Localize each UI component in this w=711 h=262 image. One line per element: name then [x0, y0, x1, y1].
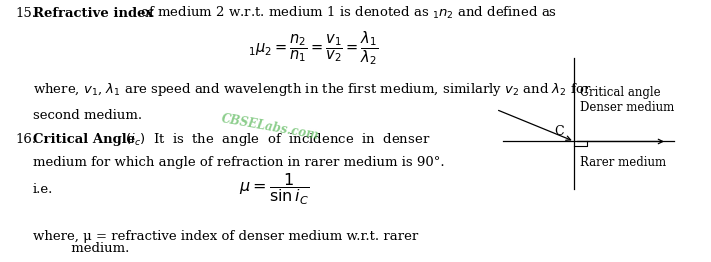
- Text: Critical Angle: Critical Angle: [33, 133, 135, 146]
- Text: Refractive index: Refractive index: [33, 7, 153, 20]
- Text: C: C: [555, 125, 565, 138]
- Text: $\mu = \dfrac{1}{\sin i_C}$: $\mu = \dfrac{1}{\sin i_C}$: [239, 172, 309, 207]
- Text: $_{1}\mu_{2} = \dfrac{n_2}{n_1} = \dfrac{v_1}{v_2} = \dfrac{\lambda_1}{\lambda_2: $_{1}\mu_{2} = \dfrac{n_2}{n_1} = \dfrac…: [247, 29, 378, 67]
- Text: medium for which angle of refraction in rarer medium is 90°.: medium for which angle of refraction in …: [33, 156, 444, 169]
- Text: Rarer medium: Rarer medium: [580, 156, 666, 169]
- Text: where, $v_1$, $\lambda_1$ are speed and wavelength in the first medium, similarl: where, $v_1$, $\lambda_1$ are speed and …: [33, 81, 591, 98]
- Text: 15.: 15.: [16, 7, 37, 20]
- Text: $(i_c)$  It  is  the  angle  of  incidence  in  denser: $(i_c)$ It is the angle of incidence in …: [121, 131, 430, 148]
- Text: 16.: 16.: [16, 133, 37, 146]
- Text: CBSELabs.com: CBSELabs.com: [220, 112, 320, 142]
- Text: medium.: medium.: [33, 242, 129, 254]
- Text: where, μ = refractive index of denser medium w.r.t. rarer: where, μ = refractive index of denser me…: [33, 230, 418, 243]
- Text: Critical angle: Critical angle: [580, 86, 661, 99]
- Text: second medium.: second medium.: [33, 109, 141, 122]
- Text: Denser medium: Denser medium: [580, 101, 675, 114]
- Text: i.e.: i.e.: [33, 183, 53, 195]
- Text: of medium 2 w.r.t. medium 1 is denoted as $_{1}n_{2}$ and defined as: of medium 2 w.r.t. medium 1 is denoted a…: [136, 5, 557, 21]
